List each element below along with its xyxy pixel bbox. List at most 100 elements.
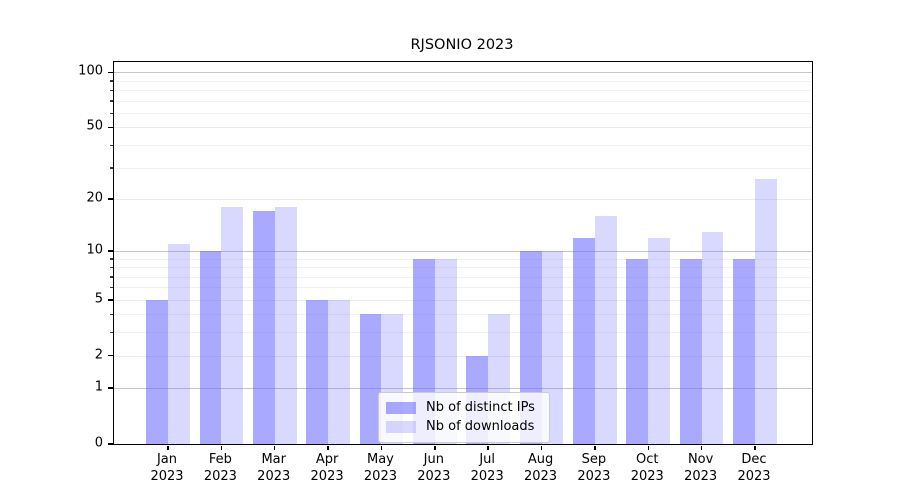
legend-label-downloads: Nb of downloads xyxy=(426,419,535,434)
x-tick-label-sep: Sep 2023 xyxy=(577,452,611,484)
bar-downloads-nov xyxy=(701,231,724,444)
minor-gridline-7 xyxy=(114,276,812,278)
bar-ips-apr xyxy=(306,299,329,444)
x-tick-dec xyxy=(754,445,756,450)
minor-gridline-9 xyxy=(114,258,812,260)
bar-ips-feb xyxy=(199,250,222,444)
y-axis-labels: 0 1 2 5 10 20 50 100 xyxy=(0,61,103,450)
y-tick-100 xyxy=(107,71,113,74)
gridline-50 xyxy=(114,127,812,129)
x-tick-label-dec: Dec 2023 xyxy=(737,452,771,484)
x-tick-jan xyxy=(167,445,169,450)
x-tick-sep xyxy=(594,445,596,450)
x-tick-jul xyxy=(487,445,489,450)
minor-gridline-70 xyxy=(114,100,812,102)
bar-downloads-jan xyxy=(168,243,190,444)
chart-title: RJSONIO 2023 xyxy=(410,37,514,53)
legend-entry-downloads: Nb of downloads xyxy=(386,417,541,436)
y-tick-label-100: 100 xyxy=(78,63,103,79)
x-tick-nov xyxy=(700,445,703,450)
y-tick-5 xyxy=(107,299,113,301)
legend: Nb of distinct IPs Nb of downloads xyxy=(378,392,550,443)
bar-downloads-oct xyxy=(648,237,671,444)
x-tick-label-nov: Nov 2023 xyxy=(684,452,718,484)
y-tick-label-1: 1 xyxy=(94,379,103,395)
bar-ips-sep xyxy=(573,237,595,444)
y-tick-2 xyxy=(107,354,113,357)
y-tick-label-10: 10 xyxy=(86,242,103,258)
y-minor-tick-8 xyxy=(109,266,113,269)
legend-swatch-distinct-ips xyxy=(386,401,416,414)
y-tick-label-2: 2 xyxy=(94,347,103,363)
x-tick-oct xyxy=(647,445,650,450)
minor-gridline-8 xyxy=(114,267,812,269)
gridline-100 xyxy=(114,72,812,74)
bar-downloads-apr xyxy=(328,299,350,444)
x-tick-feb xyxy=(220,445,223,450)
legend-entry-distinct-ips: Nb of distinct IPs xyxy=(386,398,541,417)
x-tick-label-jan: Jan 2023 xyxy=(150,452,184,484)
bar-ips-jan xyxy=(146,299,168,444)
y-minor-tick-40 xyxy=(109,144,113,147)
y-tick-10 xyxy=(107,250,113,252)
x-tick-label-jul: Jul 2023 xyxy=(470,452,504,484)
minor-gridline-3 xyxy=(114,332,812,334)
y-minor-tick-90 xyxy=(109,80,113,82)
x-tick-aug xyxy=(540,445,543,450)
y-tick-label-20: 20 xyxy=(86,190,103,206)
x-tick-mar xyxy=(273,445,276,450)
bar-ips-oct xyxy=(626,258,649,444)
x-tick-may xyxy=(380,445,383,450)
y-tick-label-5: 5 xyxy=(94,291,103,307)
gridline-20 xyxy=(114,198,812,200)
x-tick-label-apr: Apr 2023 xyxy=(310,452,344,484)
bar-downloads-dec xyxy=(755,178,777,444)
x-tick-label-oct: Oct 2023 xyxy=(630,452,664,484)
bar-downloads-mar xyxy=(274,206,297,444)
bar-downloads-feb xyxy=(221,206,244,444)
legend-label-distinct-ips: Nb of distinct IPs xyxy=(426,400,535,415)
y-minor-tick-6 xyxy=(109,286,113,289)
gridline-1 xyxy=(114,388,812,390)
x-tick-label-mar: Mar 2023 xyxy=(257,452,291,484)
minor-gridline-30 xyxy=(114,167,812,169)
x-tick-apr xyxy=(327,445,329,450)
y-tick-1 xyxy=(107,387,113,389)
bar-ips-dec xyxy=(733,258,755,444)
x-tick-label-feb: Feb 2023 xyxy=(203,452,237,484)
gridline-2 xyxy=(114,355,812,357)
bar-ips-may xyxy=(359,314,382,444)
minor-gridline-6 xyxy=(114,287,812,289)
x-tick-label-jun: Jun 2023 xyxy=(417,452,451,484)
gridline-5 xyxy=(114,299,812,301)
y-minor-tick-30 xyxy=(109,167,113,169)
y-tick-label-50: 50 xyxy=(86,118,103,134)
y-minor-tick-4 xyxy=(109,313,113,316)
minor-gridline-4 xyxy=(114,314,812,316)
minor-gridline-90 xyxy=(114,80,812,82)
y-minor-tick-7 xyxy=(109,276,113,278)
y-minor-tick-3 xyxy=(109,331,113,334)
y-minor-tick-80 xyxy=(109,89,113,92)
y-tick-50 xyxy=(107,126,113,129)
minor-gridline-80 xyxy=(114,90,812,92)
y-tick-20 xyxy=(107,198,113,200)
y-minor-tick-70 xyxy=(109,100,113,102)
bar-downloads-sep xyxy=(594,215,617,444)
x-axis-labels: Jan 2023 Feb 2023 Mar 2023 Apr 2023 May 2023… xyxy=(113,452,811,492)
y-minor-tick-9 xyxy=(109,258,113,260)
gridline-10 xyxy=(114,250,812,252)
bar-ips-mar xyxy=(252,211,275,444)
x-tick-label-aug: Aug 2023 xyxy=(523,452,558,484)
plot-area: Nb of distinct IPs Nb of downloads xyxy=(107,61,813,450)
y-tick-label-0: 0 xyxy=(94,435,103,451)
y-minor-tick-60 xyxy=(109,112,113,115)
legend-swatch-downloads xyxy=(386,420,416,433)
minor-gridline-60 xyxy=(114,113,812,115)
minor-gridline-40 xyxy=(114,145,812,147)
x-tick-jun xyxy=(434,445,436,450)
bar-ips-nov xyxy=(679,258,702,444)
y-tick-0 xyxy=(107,443,113,445)
x-tick-label-may: May 2023 xyxy=(363,452,397,484)
